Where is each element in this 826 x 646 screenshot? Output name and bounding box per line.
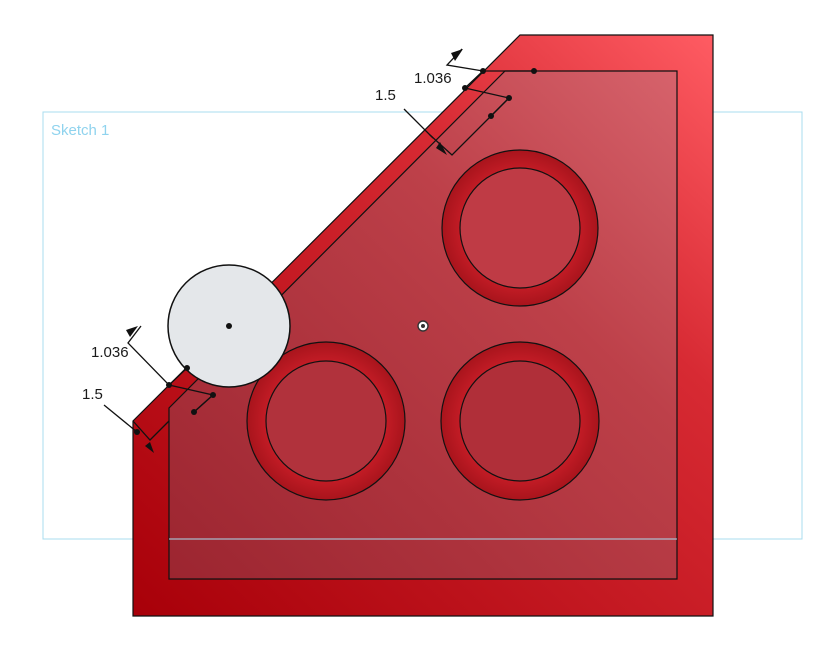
top-depth-label: 1.5 bbox=[375, 87, 396, 104]
top-dimension-group[interactable]: 1.036 1.5 bbox=[375, 48, 537, 156]
boss-bottom-left[interactable] bbox=[246, 341, 406, 501]
top-offset-label: 1.036 bbox=[414, 70, 452, 87]
left-offset-label: 1.036 bbox=[91, 344, 129, 361]
left-depth-label: 1.5 bbox=[82, 386, 103, 403]
boss-bottom-right[interactable] bbox=[440, 341, 600, 501]
left-dimension-group[interactable]: 1.036 1.5 bbox=[82, 325, 216, 453]
sketch-label[interactable]: Sketch 1 bbox=[51, 122, 109, 139]
boss-top-right[interactable] bbox=[441, 149, 599, 307]
construction-circle[interactable] bbox=[167, 264, 291, 388]
origin-point-icon[interactable] bbox=[417, 320, 429, 332]
